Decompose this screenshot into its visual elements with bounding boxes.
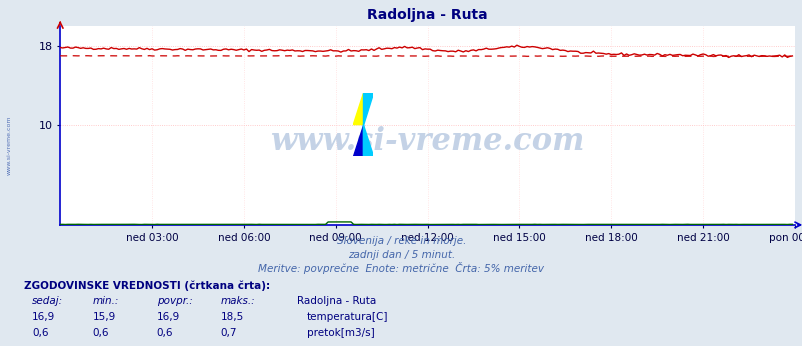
- Text: Meritve: povprečne  Enote: metrične  Črta: 5% meritev: Meritve: povprečne Enote: metrične Črta:…: [258, 262, 544, 274]
- Text: povpr.:: povpr.:: [156, 297, 192, 307]
- Text: sedaj:: sedaj:: [32, 297, 63, 307]
- Text: 16,9: 16,9: [156, 312, 180, 322]
- Text: 0,6: 0,6: [32, 328, 49, 338]
- Text: maks.:: maks.:: [221, 297, 255, 307]
- Polygon shape: [363, 125, 373, 156]
- Polygon shape: [353, 125, 363, 156]
- Polygon shape: [353, 93, 363, 125]
- Text: zadnji dan / 5 minut.: zadnji dan / 5 minut.: [347, 250, 455, 260]
- Text: 0,6: 0,6: [156, 328, 173, 338]
- Text: min.:: min.:: [92, 297, 119, 307]
- Text: 0,7: 0,7: [221, 328, 237, 338]
- Text: ZGODOVINSKE VREDNOSTI (črtkana črta):: ZGODOVINSKE VREDNOSTI (črtkana črta):: [24, 280, 270, 291]
- Text: Slovenija / reke in morje.: Slovenija / reke in morje.: [336, 236, 466, 246]
- Text: 18,5: 18,5: [221, 312, 244, 322]
- Text: www.si-vreme.com: www.si-vreme.com: [270, 126, 584, 157]
- Text: 16,9: 16,9: [32, 312, 55, 322]
- Text: Radoljna - Ruta: Radoljna - Ruta: [297, 297, 376, 307]
- Text: 15,9: 15,9: [92, 312, 115, 322]
- Text: 0,6: 0,6: [92, 328, 109, 338]
- Title: Radoljna - Ruta: Radoljna - Ruta: [367, 8, 488, 22]
- Text: pretok[m3/s]: pretok[m3/s]: [306, 328, 374, 338]
- Polygon shape: [363, 93, 373, 125]
- Text: www.si-vreme.com: www.si-vreme.com: [7, 116, 12, 175]
- Text: temperatura[C]: temperatura[C]: [306, 312, 387, 322]
